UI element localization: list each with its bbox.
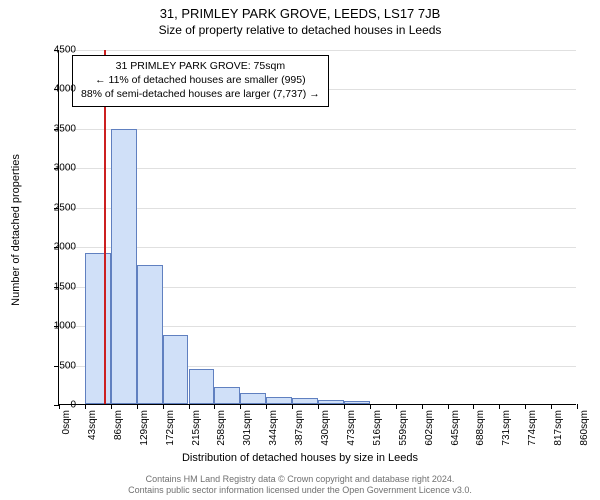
x-tick-label: 559sqm [398,410,409,446]
x-tick-mark [422,404,423,409]
x-tick-label: 172sqm [165,410,176,446]
x-tick-label: 817sqm [553,410,564,446]
x-tick-label: 860sqm [579,410,590,446]
y-tick-label: 4500 [36,45,76,56]
y-tick-label: 3500 [36,123,76,134]
y-tick-label: 1500 [36,281,76,292]
x-tick-label: 0sqm [61,410,72,434]
x-tick-label: 387sqm [294,410,305,446]
y-axis-label: Number of detached properties [10,154,22,306]
x-tick-label: 645sqm [450,410,461,446]
x-tick-mark [499,404,500,409]
x-tick-label: 430sqm [320,410,331,446]
x-tick-mark [266,404,267,409]
x-tick-mark [189,404,190,409]
x-tick-label: 86sqm [113,410,124,440]
x-tick-label: 774sqm [527,410,538,446]
x-tick-mark [292,404,293,409]
info-line-2: ← 11% of detached houses are smaller (99… [81,73,320,87]
x-tick-label: 473sqm [346,410,357,446]
x-tick-mark [448,404,449,409]
x-tick-mark [111,404,112,409]
x-tick-label: 215sqm [191,410,202,446]
x-tick-label: 688sqm [475,410,486,446]
x-tick-label: 344sqm [268,410,279,446]
page-subtitle: Size of property relative to detached ho… [0,21,600,37]
x-tick-mark [163,404,164,409]
y-tick-label: 1000 [36,321,76,332]
x-tick-mark [85,404,86,409]
y-tick-label: 2000 [36,242,76,253]
histogram-bar [214,387,240,404]
histogram-bar [240,393,266,404]
histogram-bar [318,400,344,404]
x-tick-label: 731sqm [501,410,512,446]
y-tick-label: 4000 [36,84,76,95]
histogram-bar [344,401,370,404]
y-tick-label: 2500 [36,202,76,213]
info-box: 31 PRIMLEY PARK GROVE: 75sqm ← 11% of de… [72,55,329,107]
x-tick-label: 129sqm [139,410,150,446]
x-tick-label: 301sqm [242,410,253,446]
attribution: Contains HM Land Registry data © Crown c… [0,474,600,497]
x-tick-mark [137,404,138,409]
attribution-line-2: Contains public sector information licen… [0,485,600,496]
x-tick-mark [396,404,397,409]
chart-container: 31, PRIMLEY PARK GROVE, LEEDS, LS17 7JB … [0,0,600,500]
x-tick-mark [214,404,215,409]
x-tick-label: 258sqm [216,410,227,446]
x-tick-label: 602sqm [424,410,435,446]
x-tick-mark [525,404,526,409]
histogram-bar [111,129,137,404]
histogram-bar [292,398,318,404]
attribution-line-1: Contains HM Land Registry data © Crown c… [0,474,600,485]
info-line-1: 31 PRIMLEY PARK GROVE: 75sqm [81,59,320,73]
x-tick-mark [577,404,578,409]
histogram-bar [85,253,111,404]
x-tick-mark [344,404,345,409]
histogram-bar [266,397,292,404]
x-tick-label: 43sqm [87,410,98,440]
x-tick-mark [318,404,319,409]
x-tick-mark [370,404,371,409]
grid-line [59,50,576,51]
y-tick-label: 3000 [36,163,76,174]
x-tick-label: 516sqm [372,410,383,446]
x-tick-mark [551,404,552,409]
x-axis-label: Distribution of detached houses by size … [0,452,600,464]
y-tick-label: 500 [36,360,76,371]
page-title: 31, PRIMLEY PARK GROVE, LEEDS, LS17 7JB [0,0,600,21]
y-tick-label: 0 [36,400,76,411]
histogram-bar [137,265,163,404]
histogram-bar [163,335,189,404]
x-tick-mark [473,404,474,409]
x-tick-mark [240,404,241,409]
plot-wrap: 31 PRIMLEY PARK GROVE: 75sqm ← 11% of de… [58,50,576,405]
histogram-bar [189,369,215,404]
info-line-3: 88% of semi-detached houses are larger (… [81,87,320,101]
